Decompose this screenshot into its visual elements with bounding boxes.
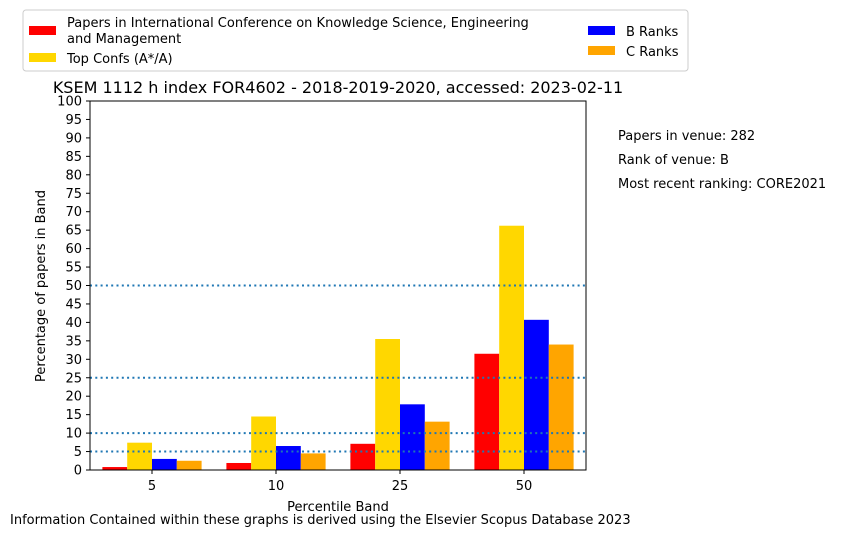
y-tick-label-5: 5: [74, 445, 82, 460]
x-tick-label-5: 5: [148, 479, 156, 494]
legend-label-top-confs: Top Confs (A*/A): [66, 52, 173, 67]
bar-c-ranks-5: [176, 460, 202, 470]
x-tick-label-50: 50: [516, 479, 533, 494]
y-tick-label-65: 65: [65, 224, 82, 239]
plot-frame: [89, 100, 587, 471]
y-tick-label-100: 100: [57, 95, 82, 110]
y-axis: 0 5 10 15 20 25 30 35 40 45 50 55 60 65 70 75 80 85 90 95 10…: [57, 95, 90, 479]
x-axis-label: Percentile Band: [287, 500, 389, 515]
info-rank-of-venue: Rank of venue: B: [618, 153, 729, 168]
y-tick-label-85: 85: [65, 150, 82, 165]
y-tick-label-35: 35: [65, 334, 82, 349]
bar-papers-in-international--50: [474, 353, 500, 470]
bar-top-confs-a-a-5: [127, 442, 152, 470]
y-tick-label-40: 40: [65, 316, 82, 331]
x-tick-label-10: 10: [268, 479, 285, 494]
x-axis: 5 10 25 50: [148, 470, 532, 494]
bars-layer: [102, 225, 574, 470]
y-tick-label-90: 90: [65, 131, 82, 146]
bar-top-confs-a-a-10: [251, 416, 276, 470]
y-axis-label: Percentage of papers in Band: [34, 190, 49, 382]
bar-papers-in-international--25: [350, 443, 376, 470]
y-tick-label-55: 55: [65, 261, 82, 276]
footer-source-note: Information Contained within these graph…: [10, 513, 631, 528]
y-tick-label-20: 20: [65, 390, 82, 405]
bar-b-ranks-50: [524, 319, 549, 470]
bar-papers-in-international--10: [226, 462, 252, 470]
bar-b-ranks-25: [400, 404, 425, 470]
legend-swatch-papers: [29, 26, 56, 35]
y-tick-label-25: 25: [65, 371, 82, 386]
bar-top-confs-a-a-25: [375, 339, 400, 470]
y-tick-label-30: 30: [65, 353, 82, 368]
bar-c-ranks-25: [424, 421, 450, 470]
legend-label-papers-line2: and Management: [67, 32, 181, 47]
y-tick-label-45: 45: [65, 297, 82, 312]
bar-top-confs-a-a-50: [499, 225, 524, 470]
bar-c-ranks-50: [548, 344, 574, 470]
y-tick-label-75: 75: [65, 187, 82, 202]
bar-b-ranks-10: [276, 446, 301, 470]
y-tick-label-70: 70: [65, 205, 82, 220]
y-tick-label-80: 80: [65, 168, 82, 183]
bar-c-ranks-10: [300, 453, 326, 470]
legend: Papers in International Conference on Kn…: [22, 9, 689, 72]
x-tick-label-25: 25: [392, 479, 409, 494]
y-tick-label-50: 50: [65, 279, 82, 294]
info-papers-in-venue: Papers in venue: 282: [618, 129, 755, 144]
bar-papers-in-international--5: [102, 467, 128, 470]
y-tick-label-15: 15: [65, 408, 82, 423]
info-most-recent-ranking: Most recent ranking: CORE2021: [618, 177, 826, 192]
y-tick-label-60: 60: [65, 242, 82, 257]
legend-swatch-b-ranks: [588, 26, 615, 35]
legend-swatch-c-ranks: [588, 46, 615, 55]
legend-label-b-ranks: B Ranks: [626, 25, 679, 40]
legend-label-papers-line1: Papers in International Conference on Kn…: [67, 16, 529, 31]
legend-box: [22, 9, 689, 72]
y-tick-label-0: 0: [74, 464, 82, 479]
chart-title: KSEM 1112 h index FOR4602 - 2018-2019-20…: [53, 78, 623, 97]
bar-b-ranks-5: [152, 458, 177, 470]
legend-label-c-ranks: C Ranks: [626, 45, 679, 60]
y-tick-label-10: 10: [65, 427, 82, 442]
legend-swatch-top-confs: [29, 53, 56, 62]
y-tick-label-95: 95: [65, 113, 82, 128]
